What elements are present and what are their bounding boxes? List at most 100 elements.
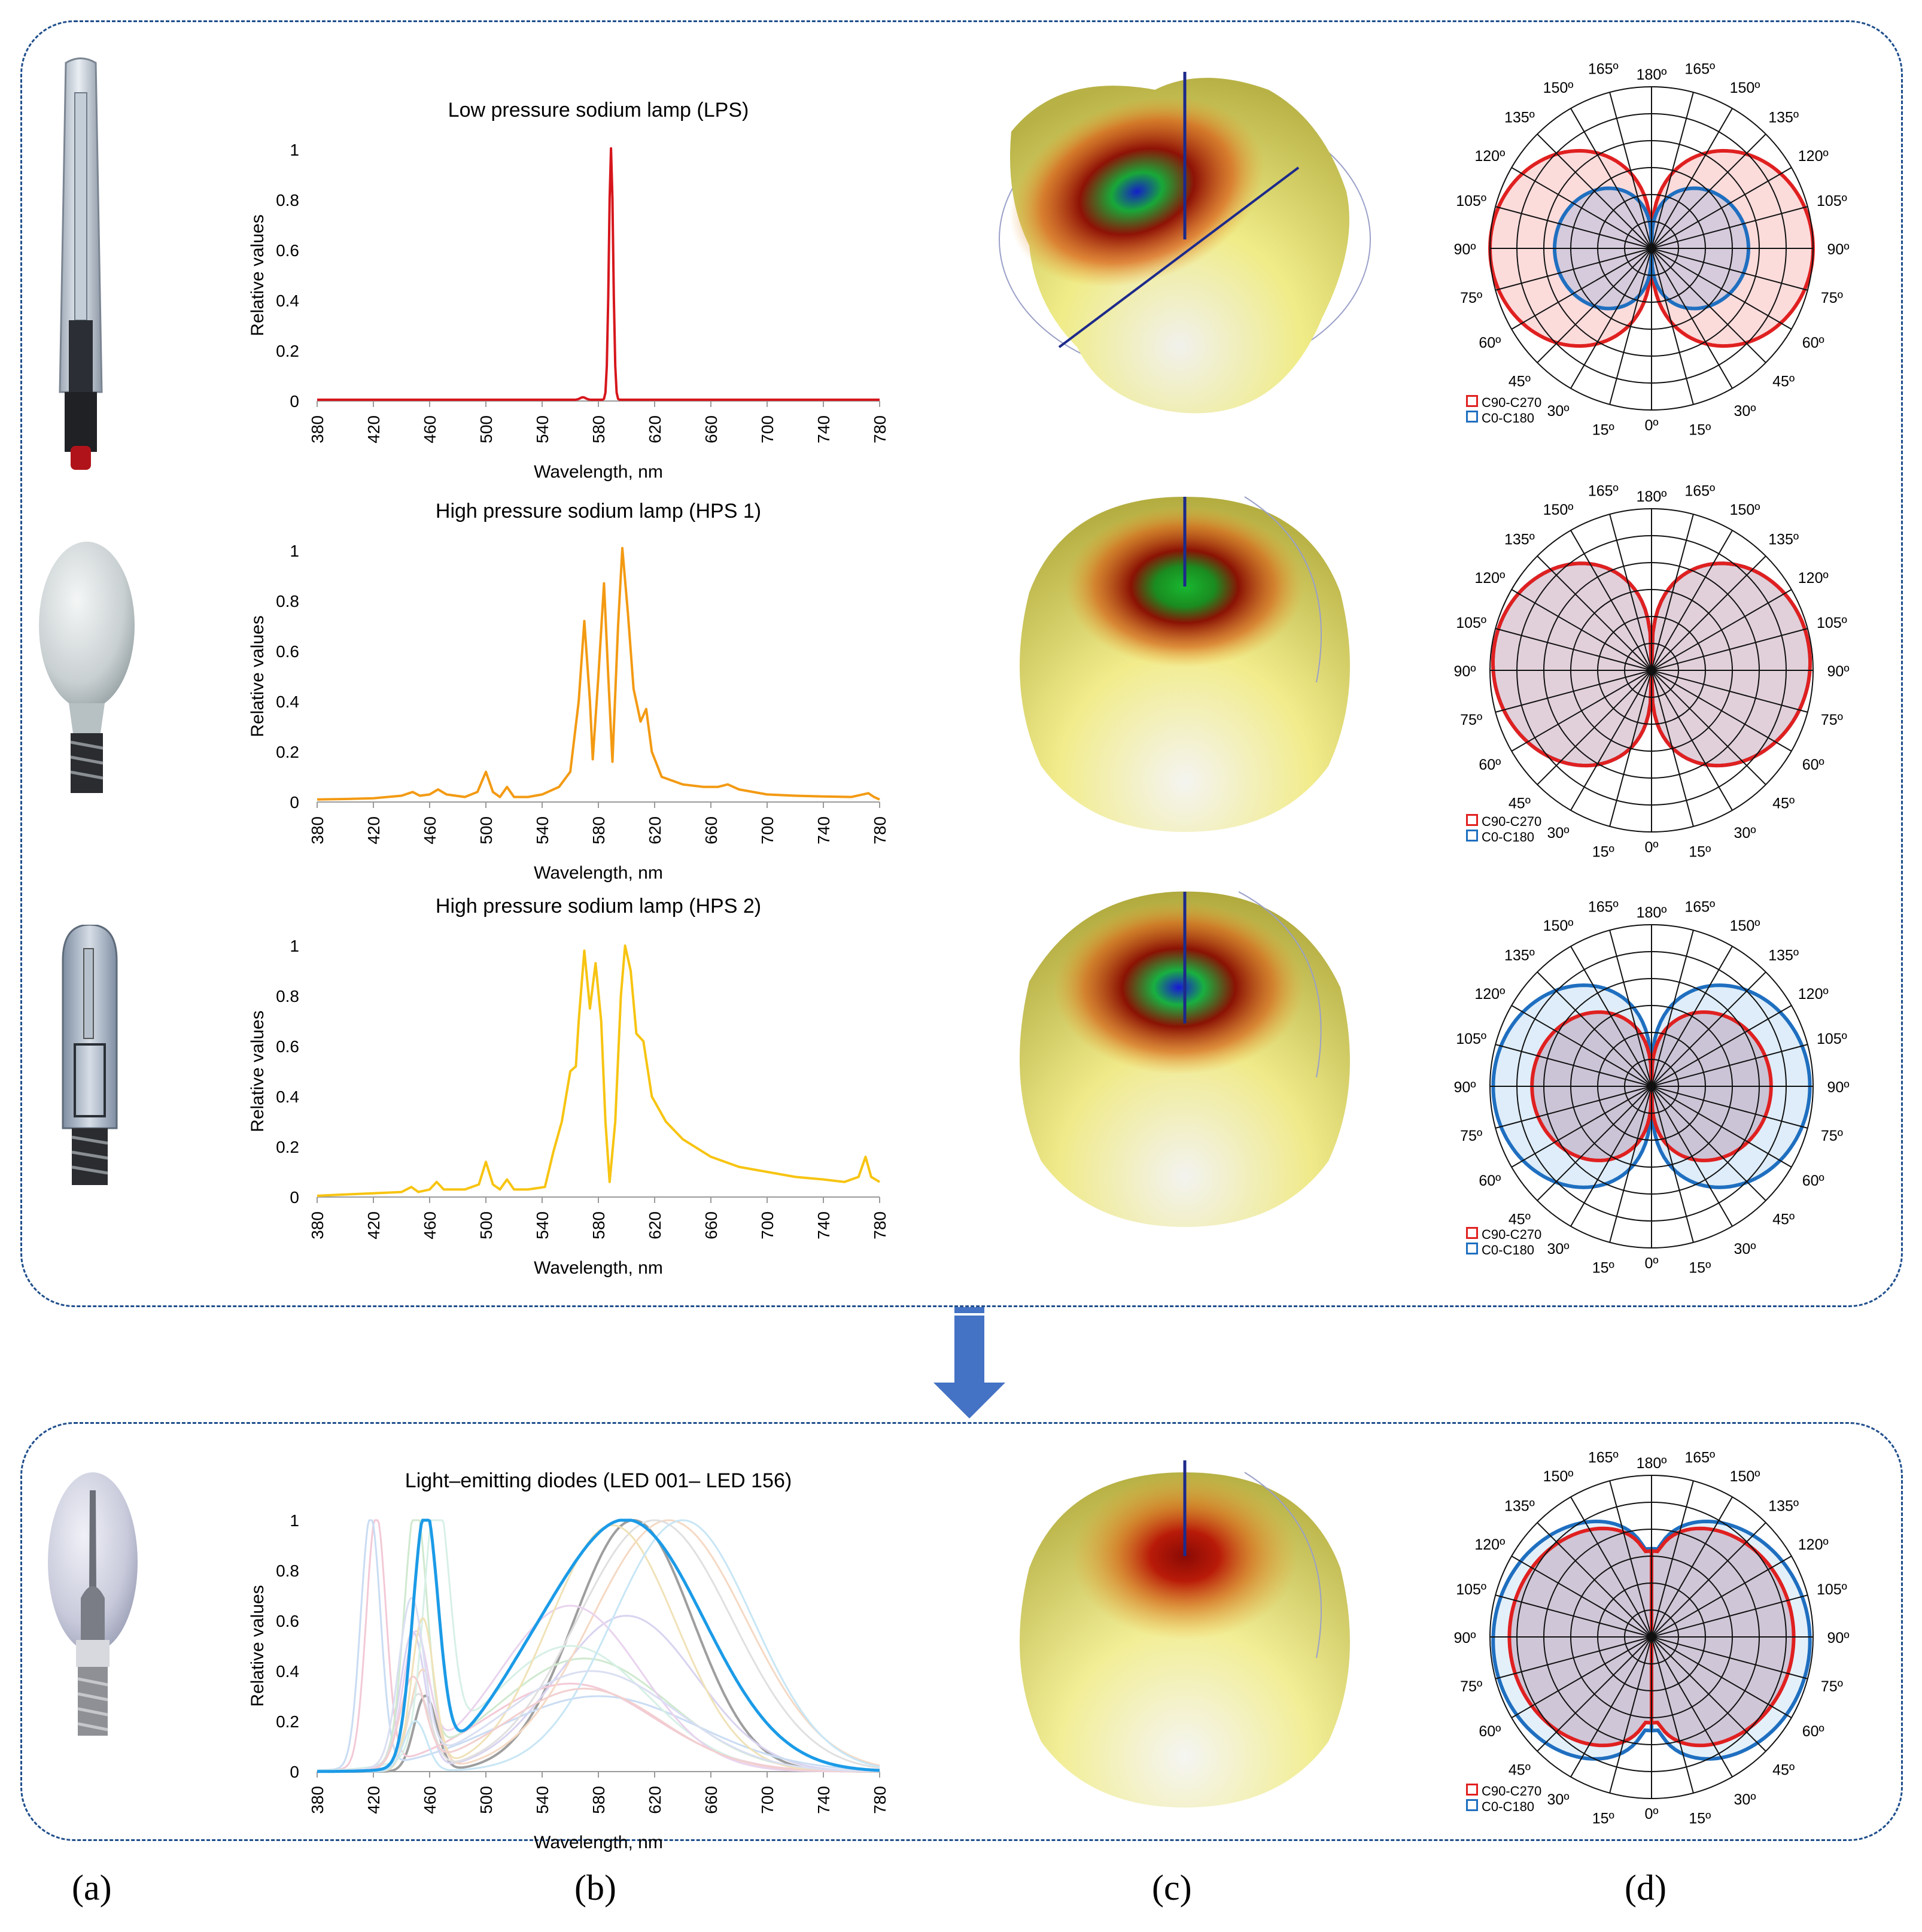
polar-diagram-hps2: 165º 165º 150º 150º 135º 135º 120º 120º 105º 105º… xyxy=(1448,880,1879,1278)
y-tick-label: 0.6 xyxy=(276,1037,299,1056)
polar-grid-spoke xyxy=(1651,248,1792,330)
polar-grid-spoke xyxy=(1537,1522,1652,1638)
polar-grid-spoke xyxy=(1570,670,1652,811)
polar-grid-spoke xyxy=(1511,1005,1652,1087)
x-tick-label: 780 xyxy=(871,1211,889,1240)
polar-grid-spoke xyxy=(1651,248,1694,405)
polar-angle-label: 150º xyxy=(1543,918,1574,934)
spectrum-chart-hps1: High pressure sodium lamp (HPS 1) 0 0.2 0.4… xyxy=(227,491,898,898)
polar-angle-label: 75º xyxy=(1460,1128,1482,1144)
y-tick-label: 1 xyxy=(290,1511,299,1530)
x-tick-label: 620 xyxy=(646,415,664,443)
polar-angle-label: 60º xyxy=(1479,335,1501,351)
polar-grid-spoke xyxy=(1495,206,1652,249)
polar-angle-label: 15º xyxy=(1592,421,1614,437)
polar-grid-spoke xyxy=(1651,1086,1808,1129)
photometric-body-hps1 xyxy=(1020,496,1350,832)
series-line-hps-2 xyxy=(317,944,881,1197)
polar-angle-label: 75º xyxy=(1460,712,1482,728)
polar-grid-spoke xyxy=(1511,1086,1652,1168)
x-tick-label: 580 xyxy=(589,1211,608,1240)
lamp-photo-hps2 xyxy=(62,925,118,1185)
x-tick-label: 380 xyxy=(308,816,327,845)
polar-grid-spoke xyxy=(1570,530,1652,671)
polar-grid-spoke xyxy=(1651,1086,1792,1168)
polar-angle-label: 120º xyxy=(1798,1536,1829,1553)
polar-grid-spoke xyxy=(1651,589,1792,671)
polar-grid-spoke xyxy=(1651,530,1733,671)
polar-grid-spoke xyxy=(1609,929,1652,1087)
polar-angle-label: 30º xyxy=(1547,1241,1570,1257)
polar-grid-spoke xyxy=(1570,946,1652,1087)
polar-grid-spoke xyxy=(1651,670,1808,713)
polar-grid-spoke xyxy=(1495,1636,1652,1679)
y-tick-label: 0.2 xyxy=(276,1712,299,1731)
polar-grid-spoke xyxy=(1511,167,1652,249)
x-tick-label: 380 xyxy=(308,1786,327,1814)
polar-angle-label: 165º xyxy=(1588,483,1619,500)
polar-angle-label: 120º xyxy=(1474,570,1505,587)
polar-angle-label: 135º xyxy=(1768,947,1799,964)
led-lamps-panel xyxy=(20,1422,1903,1841)
y-axis-label: Relative values xyxy=(248,615,267,737)
polar-grid-spoke xyxy=(1651,971,1766,1087)
series-line-hps-1 xyxy=(317,546,880,801)
legend-swatch-c0 xyxy=(1466,830,1478,842)
series-line-led-12 xyxy=(317,1519,880,1773)
polar-legend: C90-C270 C0-C180 xyxy=(1466,814,1541,845)
polar-legend: C90-C270 C0-C180 xyxy=(1466,395,1541,426)
polar-angle-label: 75º xyxy=(1821,712,1843,728)
polar-legend: C90-C270 C0-C180 xyxy=(1466,1227,1541,1258)
legend-label-c90: C90-C270 xyxy=(1482,395,1542,410)
polar-angle-label: 60º xyxy=(1802,757,1824,773)
polar-angle-label: 165º xyxy=(1684,1450,1715,1466)
polar-angle-label: 60º xyxy=(1802,1172,1824,1189)
polar-grid-spoke xyxy=(1609,92,1652,249)
x-tick-label: 420 xyxy=(364,816,383,845)
x-tick-label: 420 xyxy=(364,1211,383,1240)
x-tick-label: 460 xyxy=(421,1211,439,1240)
x-tick-label: 460 xyxy=(421,1786,439,1814)
y-tick-label: 0.8 xyxy=(276,592,299,610)
polar-grid-spoke xyxy=(1651,1086,1694,1243)
spectrum-chart-lps: Low pressure sodium lamp (LPS) 0 0.2 0.4 0.6… xyxy=(227,90,898,497)
x-axis-label: Wavelength, nm xyxy=(534,462,663,482)
polar-angle-label: 105º xyxy=(1817,1031,1847,1047)
polar-angle-label: 45º xyxy=(1772,1762,1795,1779)
arrow-head xyxy=(933,1383,1005,1418)
polar-grid-spoke xyxy=(1651,670,1694,827)
polar-angle-label: 90º xyxy=(1454,663,1476,680)
polar-angle-label: 75º xyxy=(1821,290,1843,306)
polar-angle-label: 45º xyxy=(1772,373,1795,390)
polar-angle-label: 165º xyxy=(1588,899,1619,916)
x-tick-label: 620 xyxy=(646,816,664,845)
polar-angle-label: 150º xyxy=(1543,80,1574,96)
polar-angle-label: 105º xyxy=(1817,615,1847,631)
chart-title: High pressure sodium lamp (HPS 2) xyxy=(436,895,761,918)
polar-grid-spoke xyxy=(1609,514,1652,671)
polar-angle-label: 150º xyxy=(1730,80,1760,96)
polar-grid-spoke xyxy=(1537,670,1652,785)
spectrum-chart-hps2: High pressure sodium lamp (HPS 2) 0 0.2 0.4… xyxy=(227,886,898,1293)
polar-grid-spoke xyxy=(1651,92,1694,249)
x-tick-label: 500 xyxy=(477,415,495,443)
series-line-led-13 xyxy=(317,1675,880,1773)
polar-angle-label: 15º xyxy=(1689,1810,1711,1825)
polar-grid-spoke xyxy=(1511,589,1652,671)
x-tick-label: 500 xyxy=(477,816,495,845)
polar-angle-label: 45º xyxy=(1772,1211,1795,1228)
polar-angle-label: 75º xyxy=(1460,290,1482,306)
polar-angle-label: 30º xyxy=(1734,825,1756,842)
x-tick-label: 660 xyxy=(702,1786,720,1814)
legend-label-c0: C0-C180 xyxy=(1482,411,1535,426)
polar-angle-label: 60º xyxy=(1479,757,1501,773)
polar-angle-label: 105º xyxy=(1817,1581,1847,1598)
figure-label-d: (d) xyxy=(1625,1868,1666,1907)
polar-grid-spoke xyxy=(1609,1636,1652,1794)
polar-angle-label: 60º xyxy=(1802,335,1824,351)
polar-angle-label: 15º xyxy=(1689,1259,1711,1275)
legend-label-c0: C0-C180 xyxy=(1482,1243,1535,1257)
lamp-photo-led xyxy=(48,1472,138,1736)
polar-angle-label: 120º xyxy=(1798,570,1829,587)
polar-angle-label: 15º xyxy=(1592,843,1614,859)
